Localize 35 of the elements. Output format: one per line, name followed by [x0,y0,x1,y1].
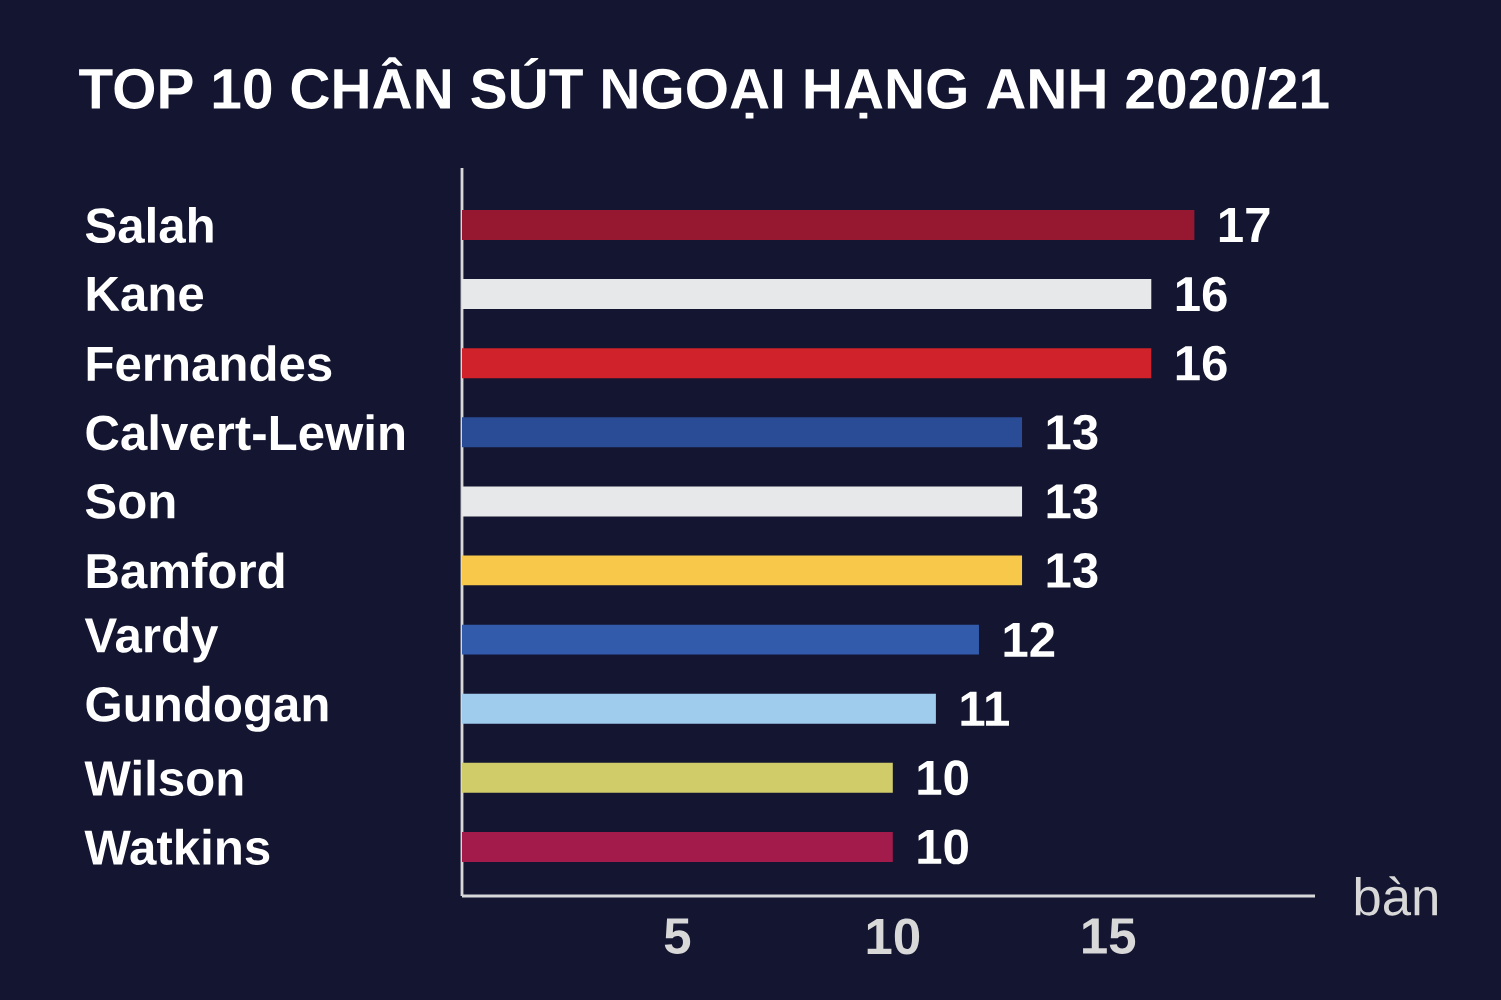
data-label: 11 [961,691,1009,726]
y-tick-label: Watkins [84,828,270,866]
data-label: 10 [918,829,968,865]
x-axis-title: bàn [1355,876,1437,916]
data-label: 12 [1004,622,1055,657]
y-tick-label: Salah [85,206,213,244]
bar [462,210,1195,241]
bar [462,831,893,862]
y-tick-label: Gundogan [86,685,328,732]
bar [462,693,936,724]
chart-title: TOP 10 CHÂN SÚT NGOẠI HẠNG ANH 2020/21 [79,57,1329,119]
y-tick-label: Fernandes [87,345,332,382]
bar [462,279,1152,310]
y-tick-label: Bamford [87,552,284,589]
x-tick-label: 10 [867,918,920,955]
y-tick-label: Kane [87,276,204,312]
bar [462,555,1023,586]
x-tick-label: 5 [664,918,691,954]
y-tick-label: Son [85,483,175,519]
data-label: 13 [1047,414,1098,450]
y-tick-label: Calvert-Lewin [86,414,404,451]
data-label: 13 [1047,553,1098,588]
data-label: 17 [1219,208,1270,242]
bar [462,624,979,655]
bar [462,348,1152,379]
bar [462,486,1023,517]
bar [462,762,893,793]
data-label: 10 [918,760,968,796]
x-tick-label: 15 [1083,918,1136,954]
y-tick-label: Wilson [84,759,243,796]
bar [462,417,1023,448]
data-label: 13 [1047,483,1098,519]
y-tick-label: Vardy [84,616,219,663]
data-label: 16 [1176,345,1227,381]
data-label: 16 [1176,276,1227,312]
